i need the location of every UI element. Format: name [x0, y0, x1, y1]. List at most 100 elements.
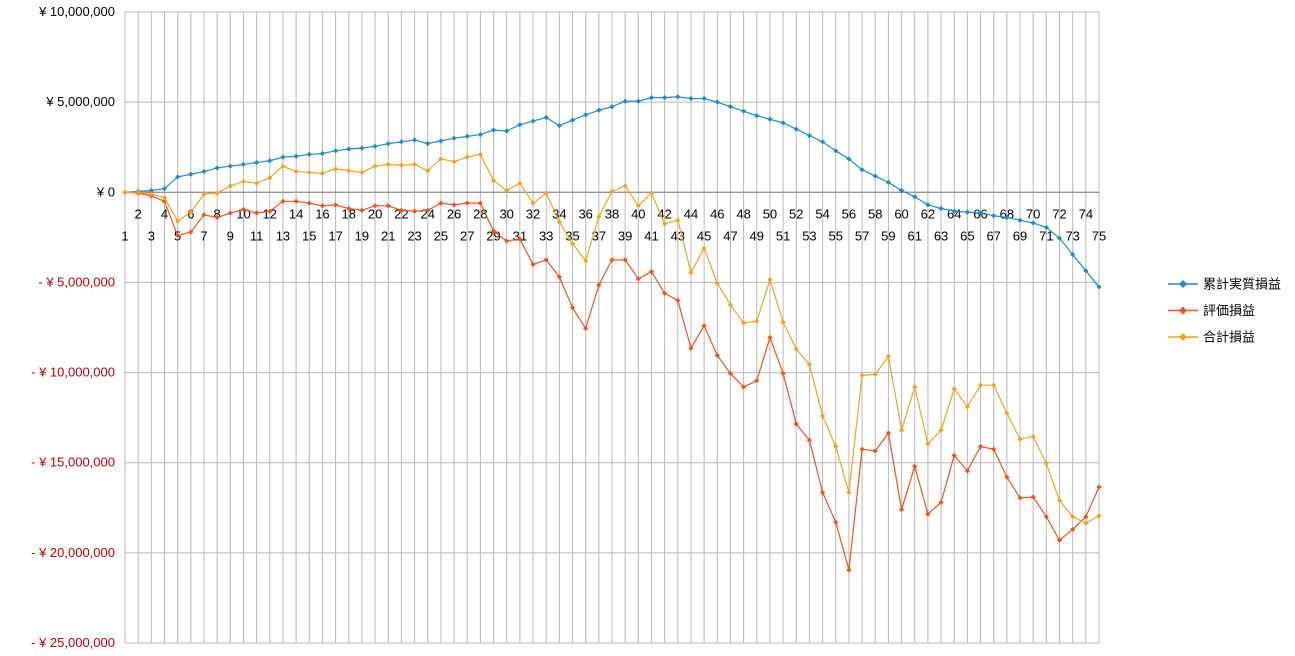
data-point	[806, 437, 813, 443]
legend-label: 合計損益	[1203, 330, 1255, 345]
data-point	[240, 161, 247, 167]
data-point	[609, 104, 615, 110]
data-point	[569, 117, 576, 123]
data-point	[267, 208, 273, 214]
y-tick-label: - ¥ 25,000,000	[31, 635, 115, 650]
x-tick-label: 69	[1013, 228, 1027, 243]
data-point	[596, 107, 602, 113]
data-point	[201, 212, 207, 218]
data-point	[859, 167, 865, 173]
data-point	[885, 430, 892, 436]
data-point	[477, 131, 483, 138]
data-point	[227, 163, 233, 169]
data-point	[648, 269, 655, 275]
data-point	[1056, 497, 1063, 504]
data-point	[438, 156, 444, 162]
x-tick-label: 40	[631, 206, 645, 221]
data-point	[188, 229, 194, 235]
data-point	[1096, 284, 1102, 290]
data-point	[662, 95, 668, 101]
data-point	[596, 282, 602, 288]
data-point	[833, 443, 839, 450]
x-tick-label: 58	[868, 206, 882, 221]
data-point	[648, 95, 655, 101]
data-point	[517, 122, 523, 128]
data-point	[833, 148, 839, 154]
data-point	[977, 210, 984, 216]
data-point	[1004, 214, 1010, 221]
x-tick-label: 60	[894, 206, 908, 221]
data-point	[622, 257, 628, 263]
x-tick-label: 62	[921, 206, 935, 221]
data-point	[951, 386, 957, 392]
legend-label: 評価損益	[1203, 303, 1255, 318]
data-point	[964, 468, 970, 474]
x-tick-label: 18	[342, 206, 356, 221]
x-tick-label: 11	[250, 228, 264, 243]
x-tick-label: 48	[736, 206, 750, 221]
data-point	[898, 427, 905, 433]
x-tick-label: 19	[355, 228, 369, 243]
data-point	[411, 161, 418, 167]
data-point	[293, 168, 299, 175]
data-point	[306, 151, 312, 158]
x-tick-label: 16	[315, 206, 329, 221]
x-tick-label: 71	[1039, 228, 1053, 243]
data-point	[1043, 514, 1049, 520]
x-tick-label: 70	[1026, 206, 1040, 221]
data-point	[569, 305, 576, 311]
x-tick-label: 23	[407, 228, 421, 243]
data-point	[714, 99, 720, 105]
x-tick-label: 75	[1092, 228, 1106, 243]
data-point	[872, 173, 878, 179]
data-point	[477, 151, 483, 158]
x-tick-label: 17	[328, 228, 342, 243]
data-point	[609, 188, 615, 194]
data-point	[319, 150, 326, 157]
data-point	[912, 194, 918, 200]
x-tick-label: 63	[934, 228, 948, 243]
data-point	[464, 200, 470, 206]
data-point	[675, 217, 681, 223]
data-point	[925, 202, 931, 208]
x-tick-label: 7	[200, 228, 207, 243]
data-point	[583, 112, 589, 118]
data-point	[306, 200, 312, 206]
data-point	[267, 175, 273, 181]
data-point	[885, 353, 892, 359]
data-point	[938, 205, 944, 212]
data-point	[727, 370, 734, 377]
data-point	[583, 258, 589, 264]
data-point	[1017, 495, 1023, 501]
data-point	[188, 171, 194, 177]
x-tick-label: 45	[697, 228, 711, 243]
data-point	[214, 165, 220, 171]
data-point	[1070, 526, 1076, 533]
data-point	[227, 210, 233, 216]
data-point	[688, 345, 694, 351]
data-point	[898, 187, 905, 194]
data-point	[161, 186, 168, 192]
y-tick-label: ¥ 0	[96, 184, 115, 199]
x-tick-label: 21	[381, 228, 395, 243]
x-tick-label: 26	[447, 206, 461, 221]
data-point	[346, 205, 352, 212]
data-point	[332, 166, 339, 172]
data-point	[925, 511, 931, 517]
data-point	[267, 158, 273, 164]
data-point	[451, 135, 457, 141]
data-point	[991, 382, 997, 388]
data-point	[385, 203, 391, 209]
x-tick-label: 36	[578, 206, 592, 221]
data-point	[504, 128, 510, 134]
data-point	[1017, 436, 1023, 442]
data-point	[240, 206, 247, 213]
data-point	[701, 323, 707, 329]
data-point	[517, 180, 523, 186]
x-tick-label: 8	[214, 206, 221, 221]
x-tick-label: 13	[276, 228, 290, 243]
data-point	[240, 178, 247, 185]
data-point	[1070, 514, 1076, 520]
data-point	[359, 169, 365, 176]
data-point	[859, 372, 865, 378]
